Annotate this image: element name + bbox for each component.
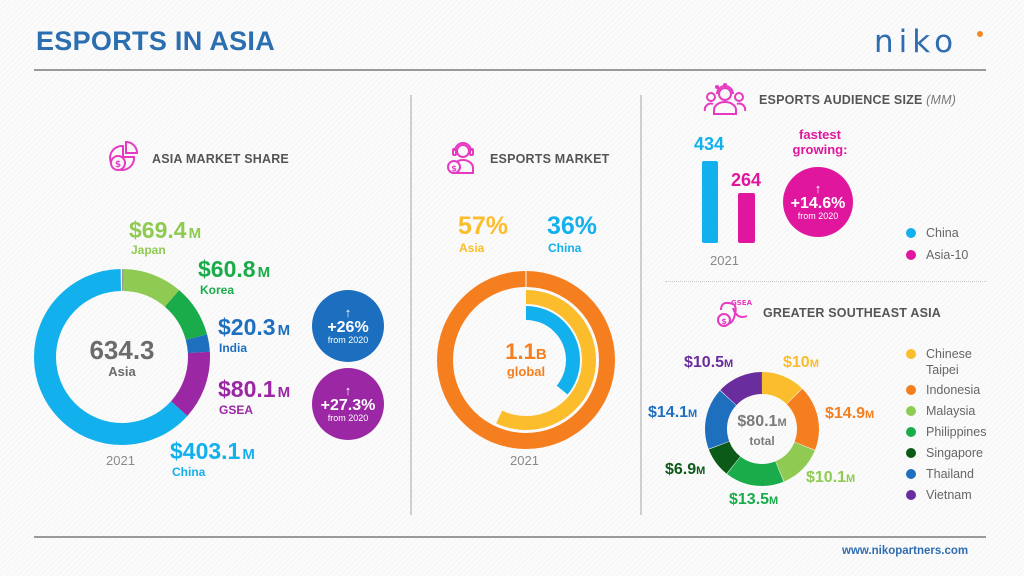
gsea-total-label: total xyxy=(749,434,775,448)
svg-text:$: $ xyxy=(721,317,727,326)
legend-dot-icon xyxy=(906,490,916,501)
bar-china xyxy=(702,161,718,243)
footer-url-link[interactable]: www.nikopartners.com xyxy=(842,545,969,557)
china-label: China xyxy=(172,465,206,479)
segment-chinese-taipei xyxy=(705,372,819,486)
legend-dot-icon xyxy=(906,349,916,359)
asia-market-donut xyxy=(34,269,210,449)
segment-thailand xyxy=(705,372,819,486)
malaysia-value: $10.1M xyxy=(806,469,856,486)
audience-group-icon xyxy=(703,83,747,117)
segment-gsea xyxy=(34,269,210,445)
svg-text:GSEA: GSEA xyxy=(731,299,753,307)
asia10-growth-badge: ↑ +14.6% from 2020 xyxy=(783,167,853,237)
section-title: ASIA MARKET SHARE xyxy=(152,152,289,166)
segment-indonesia xyxy=(705,372,819,486)
asia-pct: 57% xyxy=(458,212,509,240)
bar-asia10 xyxy=(738,193,755,243)
ring-asia xyxy=(456,290,596,430)
legend-dot-icon xyxy=(906,250,916,260)
japan-label: Japan xyxy=(131,243,166,257)
china-pct: 36% xyxy=(547,212,598,240)
right-section-divider xyxy=(665,281,987,282)
india-value: $20.3 M xyxy=(218,314,291,340)
esports-market-donut xyxy=(436,270,616,454)
legend-item-vietnam: Vietnam xyxy=(906,488,986,502)
global-value: 1.1B xyxy=(505,339,547,364)
column-divider-2 xyxy=(640,95,642,515)
up-arrow-icon: ↑ xyxy=(344,382,352,398)
asia-total-label: Asia xyxy=(108,364,136,379)
legend-dot-icon xyxy=(906,406,916,417)
section-title: GREATER SOUTHEAST ASIA xyxy=(763,306,942,320)
asia-year: 2021 xyxy=(106,453,135,468)
gsea-donut xyxy=(703,370,821,492)
ring-china xyxy=(472,306,580,414)
market-year: 2021 xyxy=(510,453,539,468)
footer-divider xyxy=(34,536,986,538)
logo-dot xyxy=(977,31,983,37)
vietnam-value: $10.5M xyxy=(684,354,734,371)
asia10-audience-value: 264 xyxy=(731,170,762,190)
gsea-growth-badge: ↑ +27.3% from 2020 xyxy=(312,368,384,440)
legend-item-indonesia: Indonesia xyxy=(906,383,986,397)
chinese-taipei-value: $10M xyxy=(783,354,819,371)
section-title: ESPORTS AUDIENCE SIZE (MM) xyxy=(759,93,957,107)
gsea-money-icon: $ GSEA xyxy=(715,296,759,330)
legend-item-thailand: Thailand xyxy=(906,467,986,481)
legend-item-chinese-taipei: Chinese Taipei xyxy=(906,347,986,378)
gsea-total-value: $80.1M xyxy=(737,413,787,430)
section-title: ESPORTS MARKET xyxy=(490,152,610,166)
legend-dot-icon xyxy=(906,427,916,438)
up-arrow-icon: ↑ xyxy=(814,180,822,196)
audience-year: 2021 xyxy=(710,253,739,268)
gsea-value: $80.1 M xyxy=(218,376,291,402)
audience-legend: China Asia-10 xyxy=(906,226,968,262)
legend-dot-icon xyxy=(906,469,916,480)
indonesia-value: $14.9M xyxy=(825,405,875,422)
korea-label: Korea xyxy=(200,283,235,297)
legend-dot-icon xyxy=(906,385,916,396)
india-label: India xyxy=(219,341,248,355)
china-audience-value: 434 xyxy=(694,134,725,154)
legend-dot-icon xyxy=(906,448,916,459)
global-label: global xyxy=(506,364,546,379)
fastest-growing-label: fastest growing: xyxy=(792,127,848,157)
singapore-value: $6.9M xyxy=(665,461,706,478)
svg-text:$: $ xyxy=(451,164,457,173)
gsea-label: GSEA xyxy=(219,403,254,417)
segment-other xyxy=(34,269,210,445)
japan-value: $69.4 M xyxy=(129,217,202,243)
segment-philippines xyxy=(705,372,819,486)
segment-china xyxy=(34,269,210,445)
legend-item-malaysia: Malaysia xyxy=(906,404,986,418)
legend-item-philippines: Philippines xyxy=(906,425,986,439)
gsea-legend: Chinese Taipei Indonesia Malaysia Philip… xyxy=(906,347,986,502)
page-title: ESPORTS IN ASIA xyxy=(36,26,276,56)
legend-item-china: China xyxy=(906,226,968,240)
korea-value: $60.8 M xyxy=(198,256,271,282)
headset-gamer-icon: $ xyxy=(444,140,478,176)
thailand-value: $14.1M xyxy=(648,404,698,421)
niko-logo: niko xyxy=(874,24,959,60)
india-growth-badge: ↑ +26% from 2020 xyxy=(312,290,384,362)
china-value: $403.1 M xyxy=(170,438,255,464)
legend-item-singapore: Singapore xyxy=(906,446,986,460)
china-pct-label: China xyxy=(548,241,582,255)
legend-dot-icon xyxy=(906,228,916,238)
up-arrow-icon: ↑ xyxy=(344,304,352,320)
column-divider-1 xyxy=(410,95,412,515)
asia-pct-label: Asia xyxy=(459,241,485,255)
svg-text:$: $ xyxy=(115,160,121,170)
asia-total-value: 634.3 xyxy=(89,335,155,365)
legend-item-asia10: Asia-10 xyxy=(906,248,968,262)
pie-chart-money-icon: $ xyxy=(106,138,142,174)
header-divider xyxy=(34,69,986,71)
philippines-value: $13.5M xyxy=(729,491,779,508)
